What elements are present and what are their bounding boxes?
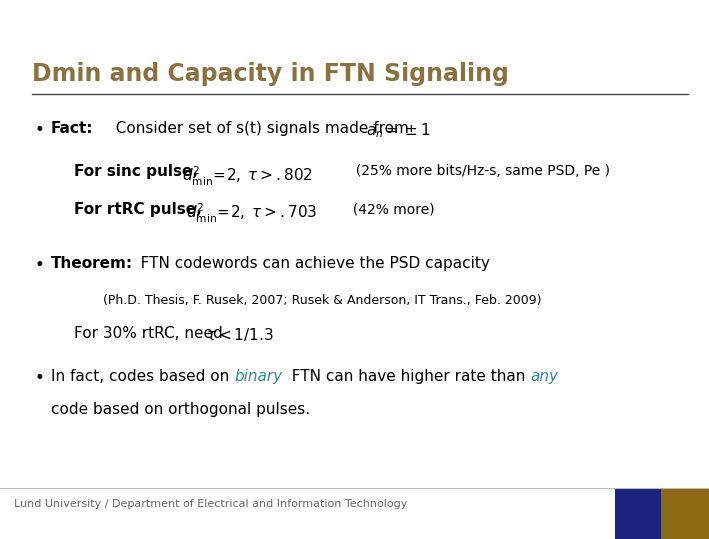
Text: •: • bbox=[34, 256, 44, 274]
Text: •: • bbox=[34, 121, 44, 139]
Text: •: • bbox=[34, 369, 44, 387]
Text: $a_n =\pm 1$: $a_n =\pm 1$ bbox=[366, 121, 430, 140]
Text: For 30% rtRC, need: For 30% rtRC, need bbox=[74, 326, 223, 341]
Text: binary: binary bbox=[234, 369, 282, 384]
Text: Lund University / Department of Electrical and Information Technology: Lund University / Department of Electric… bbox=[14, 499, 408, 509]
Text: For rtRC pulse,: For rtRC pulse, bbox=[74, 202, 202, 217]
Text: Theorem:: Theorem: bbox=[51, 256, 133, 271]
Text: Consider set of s(t) signals made from: Consider set of s(t) signals made from bbox=[106, 121, 414, 136]
Text: In fact, codes based on: In fact, codes based on bbox=[51, 369, 234, 384]
Text: FTN codewords can achieve the PSD capacity: FTN codewords can achieve the PSD capaci… bbox=[126, 256, 490, 271]
Text: (25% more bits/Hz-s, same PSD, Pe ): (25% more bits/Hz-s, same PSD, Pe ) bbox=[347, 164, 610, 178]
Text: Fact:: Fact: bbox=[51, 121, 94, 136]
Text: $d^2_{\mathrm{min}}\!=\!2,\; \tau >.703$: $d^2_{\mathrm{min}}\!=\!2,\; \tau >.703$ bbox=[186, 202, 318, 225]
Text: $\tau < 1/1.3$: $\tau < 1/1.3$ bbox=[206, 326, 274, 343]
Text: (42% more): (42% more) bbox=[345, 202, 435, 216]
Text: (Ph.D. Thesis, F. Rusek, 2007; Rusek & Anderson, IT Trans., Feb. 2009): (Ph.D. Thesis, F. Rusek, 2007; Rusek & A… bbox=[103, 294, 541, 307]
Bar bbox=[615, 488, 661, 539]
Text: code based on orthogonal pulses.: code based on orthogonal pulses. bbox=[51, 402, 310, 417]
Text: FTN can have higher rate than: FTN can have higher rate than bbox=[282, 369, 530, 384]
Text: For sinc pulse,: For sinc pulse, bbox=[74, 164, 199, 179]
Text: $d^2_{\mathrm{min}}\!=\!2,\; \tau >.802$: $d^2_{\mathrm{min}}\!=\!2,\; \tau >.802$ bbox=[182, 164, 313, 188]
Bar bbox=[661, 488, 709, 539]
Text: Dmin and Capacity in FTN Signaling: Dmin and Capacity in FTN Signaling bbox=[32, 62, 509, 86]
Text: any: any bbox=[530, 369, 559, 384]
